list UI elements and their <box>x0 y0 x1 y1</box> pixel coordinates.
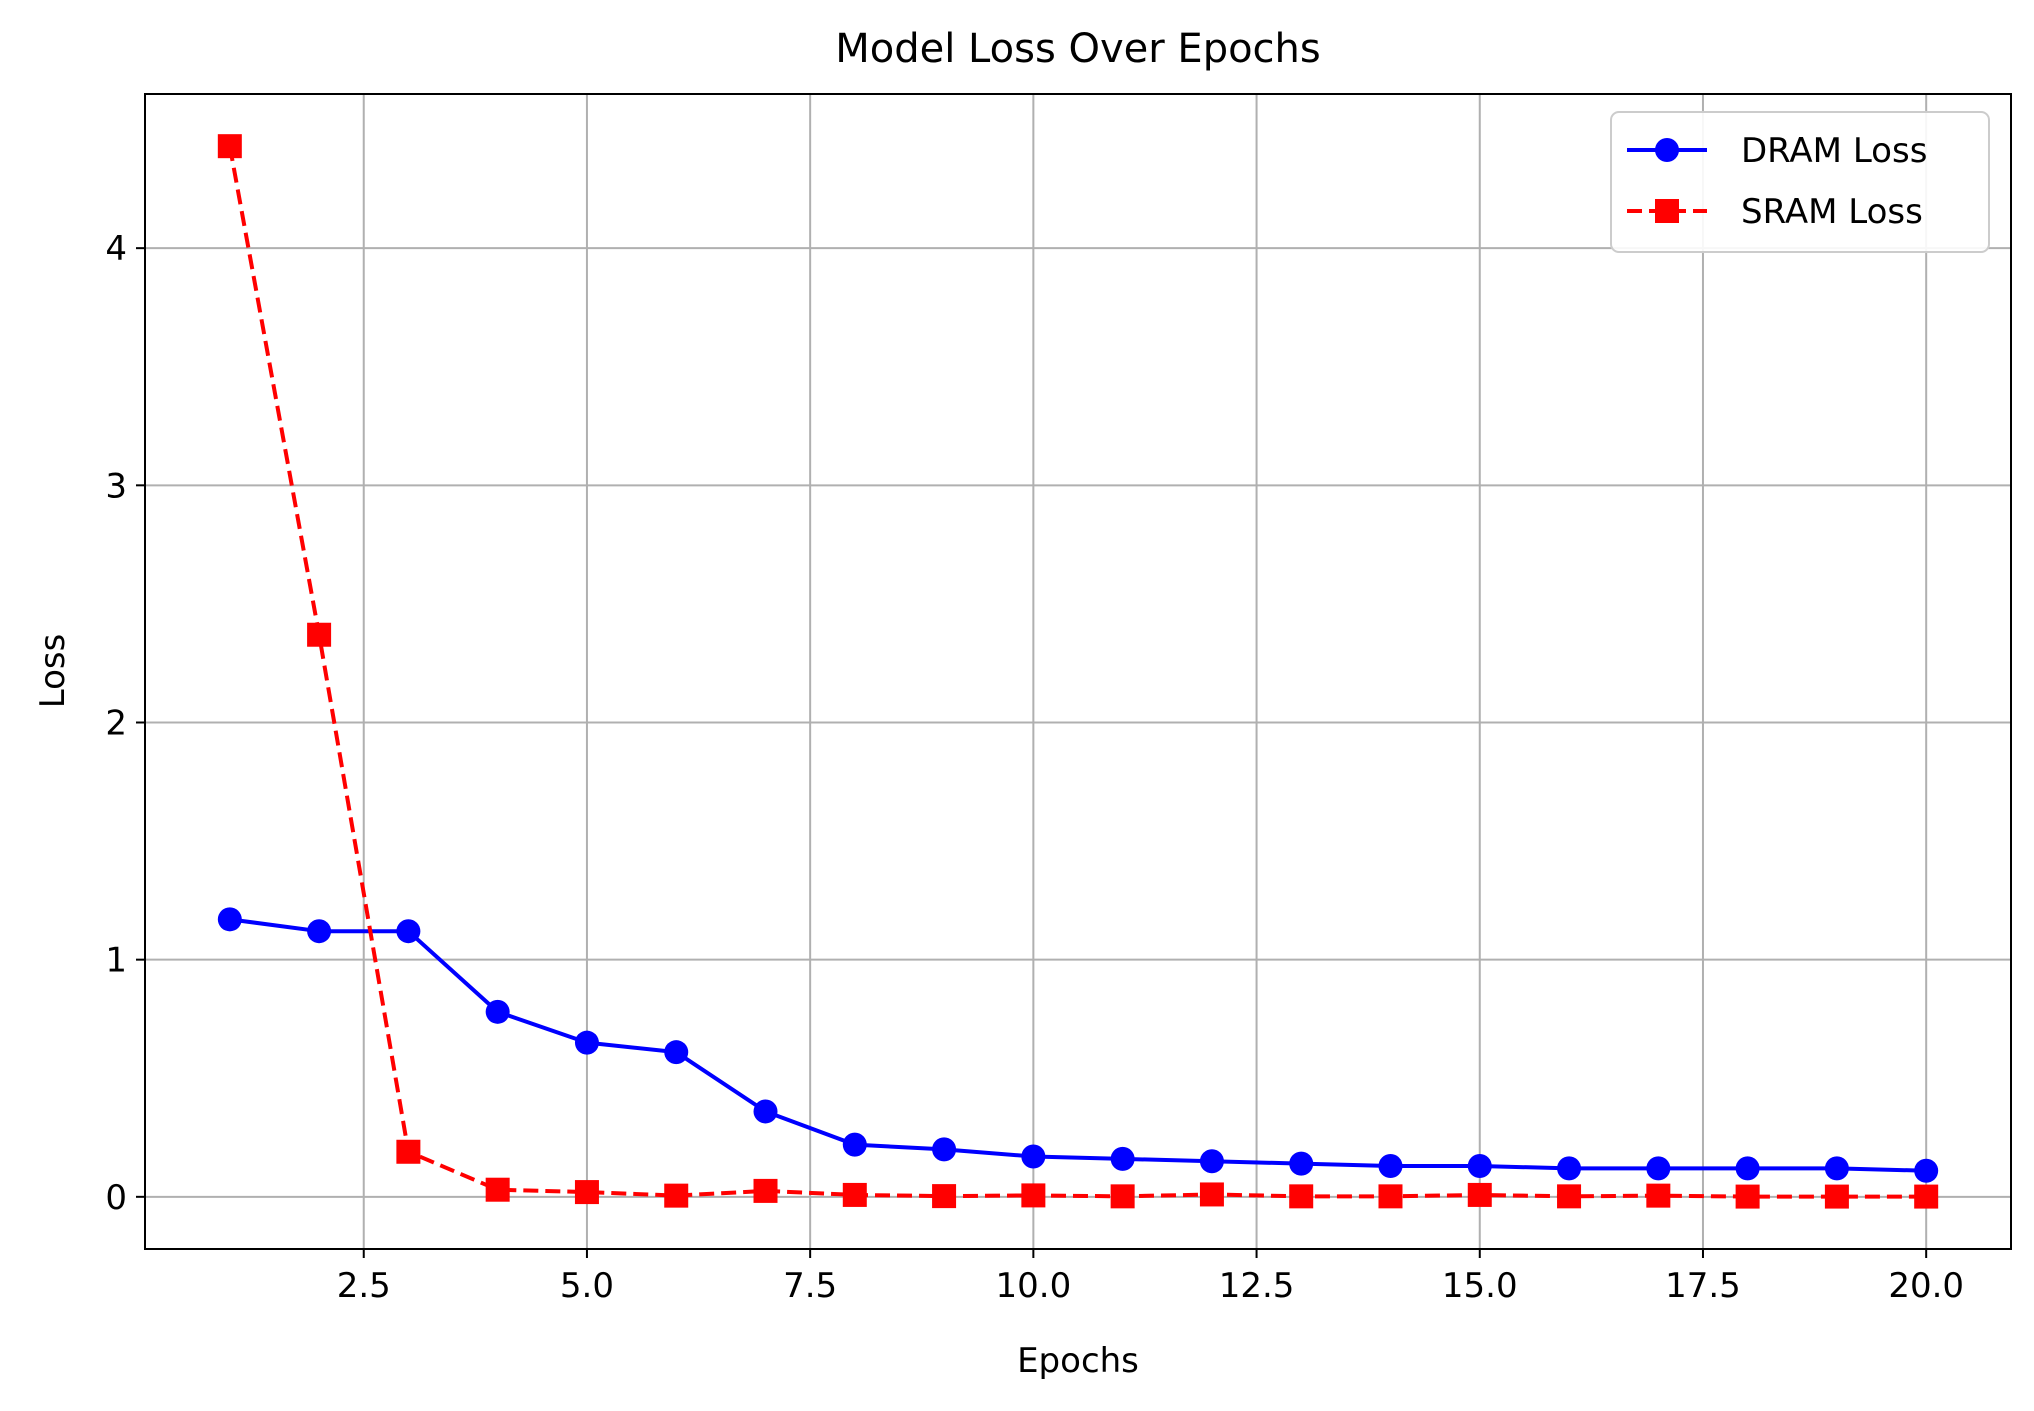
data-point-dram-loss <box>217 907 242 932</box>
x-tick-label: 5.0 <box>560 1266 614 1306</box>
x-tick-label: 7.5 <box>783 1266 837 1306</box>
data-point-dram-loss <box>1378 1153 1403 1178</box>
data-point-dram-loss <box>1110 1146 1135 1171</box>
legend-box <box>1610 111 1990 253</box>
x-tick-label: 12.5 <box>1219 1266 1295 1306</box>
data-point-dram-loss <box>1914 1158 1939 1183</box>
x-axis-label: Epochs <box>1017 1341 1139 1381</box>
legend-label: DRAM Loss <box>1741 131 1927 171</box>
data-point-dram-loss <box>932 1137 957 1162</box>
grid-lines <box>145 94 2011 1249</box>
data-point-sram-loss <box>664 1183 689 1208</box>
data-point-dram-loss <box>753 1099 778 1124</box>
data-point-dram-loss <box>1199 1149 1224 1174</box>
series-layer <box>217 134 1939 1209</box>
data-point-dram-loss <box>842 1132 867 1157</box>
data-point-dram-loss <box>1467 1153 1492 1178</box>
y-axis-label: Loss <box>33 634 73 709</box>
data-point-sram-loss <box>1646 1183 1671 1208</box>
plot-frame <box>144 93 2012 1250</box>
x-axis: 2.5 5.0 7.5 10.0 12.5 15.0 17.5 20.0 <box>337 1249 1964 1306</box>
legend-marker <box>1655 138 1679 162</box>
data-point-dram-loss <box>1289 1151 1314 1176</box>
data-point-sram-loss <box>307 622 332 647</box>
data-point-sram-loss <box>842 1182 867 1207</box>
x-tick-label: 2.5 <box>337 1266 391 1306</box>
data-point-sram-loss <box>1378 1184 1403 1209</box>
data-point-sram-loss <box>1110 1184 1135 1209</box>
y-tick-label: 3 <box>105 466 127 506</box>
x-tick-label: 10.0 <box>996 1266 1072 1306</box>
y-tick-label: 4 <box>105 229 127 269</box>
y-axis: 0 1 2 3 4 <box>105 229 145 1218</box>
data-point-sram-loss <box>485 1177 510 1202</box>
data-point-sram-loss <box>932 1184 957 1209</box>
data-point-sram-loss <box>1467 1182 1492 1207</box>
y-tick-label: 1 <box>105 941 127 981</box>
data-point-dram-loss <box>1021 1144 1046 1169</box>
data-point-sram-loss <box>1824 1184 1849 1209</box>
data-point-dram-loss <box>664 1040 689 1065</box>
y-tick-label: 0 <box>105 1178 127 1218</box>
data-point-dram-loss <box>396 919 421 944</box>
series-line-sram-loss <box>227 145 1927 1199</box>
x-tick-label: 15.0 <box>1442 1266 1518 1306</box>
data-point-dram-loss <box>574 1030 599 1055</box>
data-point-sram-loss <box>1735 1184 1760 1209</box>
legend-entries: DRAM Loss SRAM Loss <box>1627 131 1927 232</box>
data-point-sram-loss <box>574 1180 599 1205</box>
legend: DRAM Loss SRAM Loss <box>1610 111 1990 253</box>
data-point-dram-loss <box>485 999 510 1024</box>
x-tick-label: 17.5 <box>1665 1266 1741 1306</box>
series-dram-loss <box>217 907 1939 1183</box>
series-line-dram-loss <box>229 917 1927 1173</box>
data-point-sram-loss <box>217 134 242 159</box>
data-point-sram-loss <box>1914 1184 1939 1209</box>
x-tick-label: 20.0 <box>1888 1266 1964 1306</box>
data-point-dram-loss <box>1735 1156 1760 1181</box>
data-point-dram-loss <box>1646 1156 1671 1181</box>
data-point-dram-loss <box>307 919 332 944</box>
data-point-dram-loss <box>1824 1156 1849 1181</box>
legend-entry-sram-loss: SRAM Loss <box>1627 192 1923 232</box>
data-point-sram-loss <box>1199 1182 1224 1207</box>
chart-title: Model Loss Over Epochs <box>835 26 1321 72</box>
legend-marker <box>1655 199 1679 223</box>
legend-label: SRAM Loss <box>1741 192 1923 232</box>
data-point-sram-loss <box>396 1139 421 1164</box>
legend-entry-dram-loss: DRAM Loss <box>1627 131 1927 171</box>
series-sram-loss <box>217 134 1939 1209</box>
data-point-dram-loss <box>1557 1156 1582 1181</box>
data-point-sram-loss <box>1557 1184 1582 1209</box>
data-point-sram-loss <box>753 1178 778 1203</box>
data-point-sram-loss <box>1021 1183 1046 1208</box>
y-tick-label: 2 <box>105 703 127 743</box>
data-point-sram-loss <box>1289 1184 1314 1209</box>
